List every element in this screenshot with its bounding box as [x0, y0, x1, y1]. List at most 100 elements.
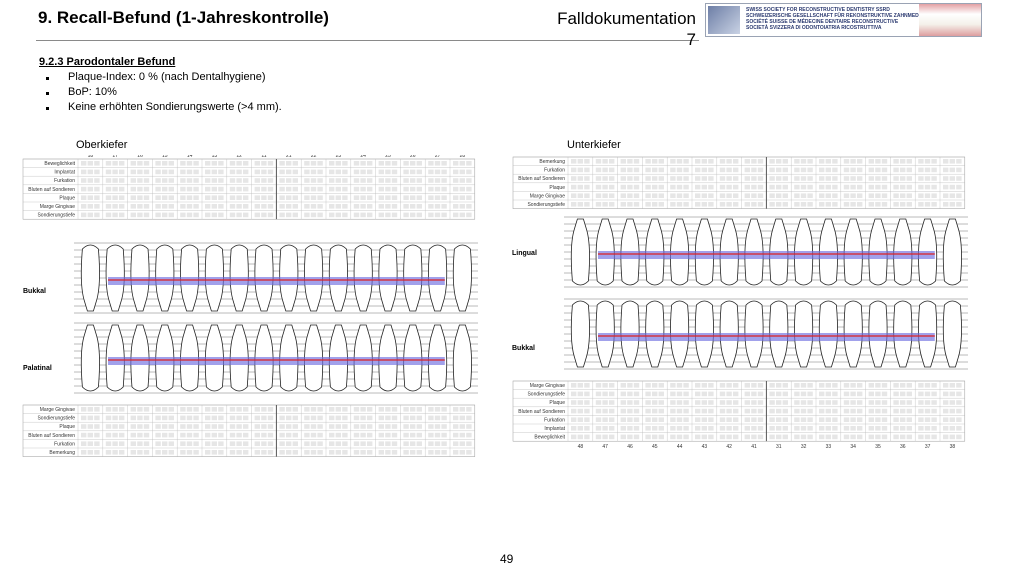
lower-top-cell: [633, 202, 640, 207]
upper-top-cell: [378, 178, 384, 183]
upper-top-cell: [416, 195, 422, 200]
lower-bottom-cell: [633, 434, 640, 440]
upper-bottom-cell: [403, 407, 409, 412]
upper-top-cell: [416, 212, 422, 218]
lower-bottom-cell: [620, 426, 626, 431]
upper-top-cell: [459, 195, 465, 200]
upper-top-cell: [211, 212, 217, 218]
upper-top-cell: [112, 169, 118, 175]
lower-top-cell: [800, 193, 807, 198]
upper-top-cell: [466, 169, 472, 175]
lower-tooth-number: 48: [578, 444, 584, 450]
lower-bottom-cell: [751, 417, 757, 422]
upper-bottom-row-label: Plaque: [59, 424, 75, 430]
lower-top-cell: [658, 159, 664, 164]
upper-top-cell: [385, 204, 391, 209]
lower-top-cell: [620, 193, 626, 198]
upper-top-cell: [87, 169, 93, 175]
lower-top-cell: [832, 176, 838, 181]
lower-top-cell: [645, 193, 651, 198]
upper-top-row-label: Sondierungstiefe: [37, 213, 75, 219]
upper-bottom-cell: [378, 424, 384, 429]
lower-bottom-cell: [633, 383, 640, 388]
upper-top-cell: [434, 169, 441, 175]
upper-top-cell: [143, 212, 150, 218]
lower-bottom-cell: [825, 417, 831, 422]
upper-top-cell: [229, 186, 236, 192]
upper-bottom-cell: [304, 424, 310, 429]
lower-tooth-number: 35: [875, 444, 881, 450]
lower-bottom-cell: [794, 400, 800, 405]
upper-bottom-cell: [143, 424, 150, 429]
upper-top-cell: [453, 212, 459, 218]
lower-top-cell: [800, 184, 807, 190]
upper-bottom-cell: [261, 432, 267, 438]
upper-bottom-cell: [162, 441, 168, 446]
upper-bottom-cell: [119, 415, 125, 421]
lower-top-cell: [633, 176, 640, 181]
upper-bottom-cell: [310, 424, 317, 429]
upper-bottom-cell: [391, 432, 398, 438]
upper-bottom-cell: [342, 407, 348, 412]
lower-top-cell: [769, 167, 775, 173]
lower-bottom-cell: [800, 408, 807, 414]
lower-top-row-label: Bluten auf Sondieren: [518, 176, 565, 182]
upper-top-cell: [94, 212, 100, 218]
upper-bottom-cell: [87, 415, 93, 421]
lower-top-cell: [719, 193, 726, 198]
lower-bottom-cell: [868, 408, 874, 414]
lower-bottom-cell: [658, 426, 664, 431]
upper-bottom-cell: [229, 432, 236, 438]
upper-bottom-cell: [286, 450, 292, 455]
upper-top-cell: [105, 161, 112, 166]
lower-top-cell: [645, 167, 651, 173]
lower-bottom-cell: [906, 417, 912, 422]
lower-top-cell: [857, 176, 863, 181]
upper-top-cell: [410, 161, 416, 166]
upper-bottom-cell: [304, 407, 310, 412]
lower-bottom-cell: [609, 383, 615, 388]
lower-top-cell: [676, 193, 683, 198]
lower-top-cell: [931, 184, 937, 190]
upper-bottom-cell: [180, 441, 186, 446]
upper-top-cell: [279, 204, 285, 209]
lower-bottom-cell: [670, 417, 676, 422]
lower-top-cell: [733, 176, 739, 181]
lower-bottom-cell: [757, 383, 764, 388]
lower-bottom-cell: [769, 417, 775, 422]
upper-top-cell: [391, 195, 398, 200]
lower-top-cell: [843, 184, 850, 190]
upper-bottom-cell: [292, 441, 298, 446]
lower-bottom-cell: [906, 391, 912, 397]
lower-bottom-cell: [900, 383, 906, 388]
upper-top-cell: [466, 178, 472, 183]
upper-top-cell: [193, 161, 199, 166]
upper-top-cell: [236, 195, 242, 200]
lower-top-cell: [633, 184, 640, 190]
lower-top-cell: [726, 202, 732, 207]
upper-bottom-cell: [155, 450, 161, 455]
upper-bottom-cell: [453, 424, 459, 429]
upper-top-cell: [168, 212, 174, 218]
upper-top-cell: [335, 204, 341, 209]
lower-bottom-cell: [825, 400, 831, 405]
lower-bottom-cell: [943, 434, 949, 440]
upper-top-cell: [205, 204, 211, 209]
lower-bottom-cell: [595, 400, 602, 405]
upper-bottom-cell: [367, 424, 373, 429]
lower-top-cell: [924, 176, 931, 181]
lower-bottom-cell: [695, 400, 701, 405]
upper-bottom-cell: [267, 432, 274, 438]
lower-top-cell: [584, 159, 590, 164]
upper-top-cell: [459, 169, 465, 175]
lower-top-cell: [620, 184, 626, 190]
upper-top-cell: [229, 212, 236, 218]
lower-top-cell: [633, 159, 640, 164]
upper-top-cell: [193, 204, 199, 209]
upper-top-cell: [329, 169, 335, 175]
upper-top-cell: [229, 195, 236, 200]
lower-bottom-cell: [769, 383, 775, 388]
ssrd-logo-text: SWISS SOCIETY FOR RECONSTRUCTIVE DENTIST…: [746, 7, 928, 31]
upper-bottom-cell: [205, 450, 211, 455]
lower-top-cell: [683, 159, 689, 164]
